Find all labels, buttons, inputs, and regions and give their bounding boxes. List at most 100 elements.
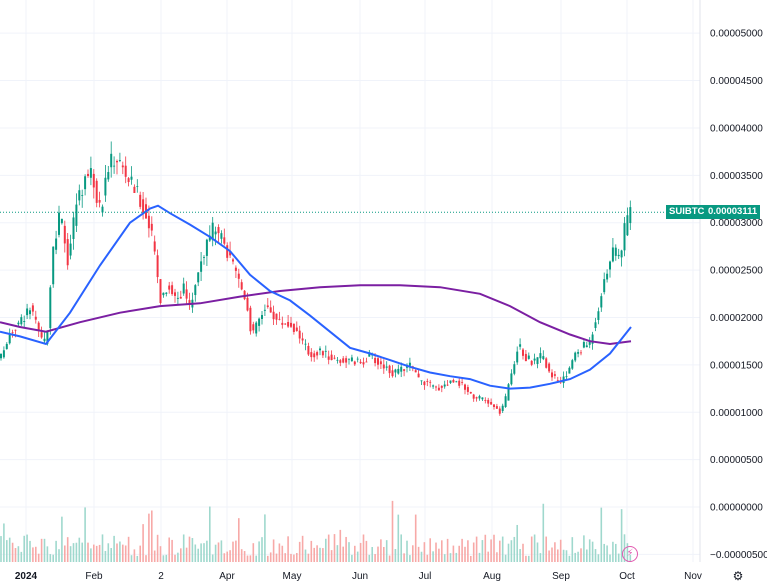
volume-bar bbox=[443, 554, 446, 562]
volume-bar bbox=[574, 552, 576, 562]
volume-bar bbox=[209, 506, 211, 562]
candle-body bbox=[153, 241, 156, 252]
volume-bar bbox=[177, 552, 179, 562]
candle-body bbox=[498, 408, 501, 414]
candle-body bbox=[5, 343, 8, 350]
volume-bar bbox=[32, 547, 34, 562]
candle-body bbox=[179, 296, 182, 299]
candle-body bbox=[461, 381, 464, 383]
volume-bar bbox=[441, 540, 443, 562]
price-axis[interactable]: 0.00005000 0.00004500 0.00004000 0.00003500… bbox=[710, 29, 767, 561]
candle-body bbox=[481, 397, 484, 400]
candle-body bbox=[194, 285, 197, 296]
candle-body bbox=[345, 358, 348, 363]
volume-bar bbox=[536, 542, 539, 562]
volume-bar bbox=[362, 534, 365, 562]
candle-body bbox=[214, 231, 217, 235]
volume-bar bbox=[29, 540, 31, 562]
candle-body bbox=[466, 387, 469, 392]
volume-bar bbox=[6, 540, 8, 562]
candle-body bbox=[220, 233, 223, 239]
volume-bar bbox=[499, 540, 501, 562]
volume-bar bbox=[417, 546, 420, 562]
volume-bar bbox=[95, 545, 98, 562]
volume-bar bbox=[214, 544, 217, 562]
candle-body bbox=[382, 364, 385, 369]
volume-bar bbox=[229, 550, 231, 562]
candle-body bbox=[519, 344, 522, 347]
volume-bar bbox=[104, 550, 107, 562]
volume-bar bbox=[394, 549, 397, 562]
volume-bar bbox=[481, 540, 484, 562]
volume-bar bbox=[496, 552, 498, 562]
volume-bar bbox=[603, 543, 605, 562]
candle-body bbox=[348, 358, 350, 360]
volume-bar bbox=[493, 534, 495, 562]
volume-bar bbox=[551, 547, 553, 562]
settings-gear-icon[interactable]: ⚙ bbox=[732, 569, 744, 583]
volume-bar bbox=[359, 542, 362, 562]
candle-body bbox=[327, 356, 330, 360]
candle-body bbox=[101, 206, 104, 213]
volume-bar bbox=[98, 544, 101, 562]
candle-body bbox=[95, 180, 98, 203]
candle-body bbox=[275, 313, 278, 320]
volume-bar bbox=[470, 555, 472, 562]
y-tick-label: 0.00004000 bbox=[710, 123, 763, 134]
candle-body bbox=[104, 177, 107, 196]
candle-body bbox=[342, 358, 345, 363]
ma-fast-line bbox=[0, 204, 632, 390]
candle-body bbox=[435, 386, 437, 388]
volume-bar bbox=[446, 538, 449, 562]
candle-body bbox=[176, 297, 179, 299]
candle-body bbox=[495, 406, 498, 409]
volume-bars bbox=[0, 500, 632, 562]
volume-bar bbox=[75, 542, 78, 562]
candlesticks bbox=[0, 141, 632, 416]
candle-body bbox=[284, 323, 287, 325]
ma-slow-line bbox=[0, 284, 632, 346]
volume-bar bbox=[124, 545, 127, 562]
candle-body bbox=[629, 207, 632, 224]
symbol-badge: SUIBTC bbox=[666, 205, 708, 220]
candle-body bbox=[2, 350, 5, 358]
volume-bar bbox=[168, 537, 170, 562]
volume-bar bbox=[182, 534, 185, 562]
volume-bar bbox=[58, 549, 60, 562]
candle-body bbox=[168, 285, 171, 290]
candle-body bbox=[11, 332, 14, 334]
volume-bar bbox=[90, 548, 92, 562]
volume-bar bbox=[139, 545, 141, 562]
x-tick-label: 2 bbox=[158, 571, 164, 582]
candle-body bbox=[417, 373, 420, 378]
candle-body bbox=[63, 225, 66, 244]
volume-bar bbox=[284, 553, 286, 562]
volume-bar bbox=[165, 554, 168, 562]
candle-body bbox=[490, 402, 493, 405]
volume-bar bbox=[14, 548, 17, 562]
volume-bar bbox=[232, 541, 234, 562]
flash-icon[interactable]: ⚡ bbox=[622, 546, 638, 562]
last-price-badge: 0.00003111 bbox=[705, 205, 761, 220]
volume-bar bbox=[267, 555, 269, 562]
volume-bar bbox=[525, 555, 527, 562]
volume-bar bbox=[475, 536, 478, 562]
volume-bar bbox=[26, 534, 28, 562]
volume-bar bbox=[528, 555, 530, 562]
candle-body bbox=[304, 343, 307, 345]
candle-body bbox=[17, 322, 20, 325]
volume-bar bbox=[35, 546, 37, 562]
volume-bar bbox=[414, 514, 417, 562]
candle-body bbox=[478, 396, 481, 399]
y-tick-label: 0.00003500 bbox=[710, 171, 763, 182]
candle-body bbox=[81, 195, 84, 196]
time-axis[interactable]: 2024 Feb 2 Apr May Jun Jul Aug Sep Oct Nov bbox=[15, 571, 702, 582]
volume-bar bbox=[211, 554, 214, 562]
candle-body bbox=[449, 380, 452, 383]
volume-bar bbox=[609, 554, 611, 562]
candle-body bbox=[574, 352, 577, 361]
candle-body bbox=[403, 369, 406, 371]
volume-bar bbox=[562, 549, 565, 562]
y-tick-label: 0.00002000 bbox=[710, 313, 763, 324]
